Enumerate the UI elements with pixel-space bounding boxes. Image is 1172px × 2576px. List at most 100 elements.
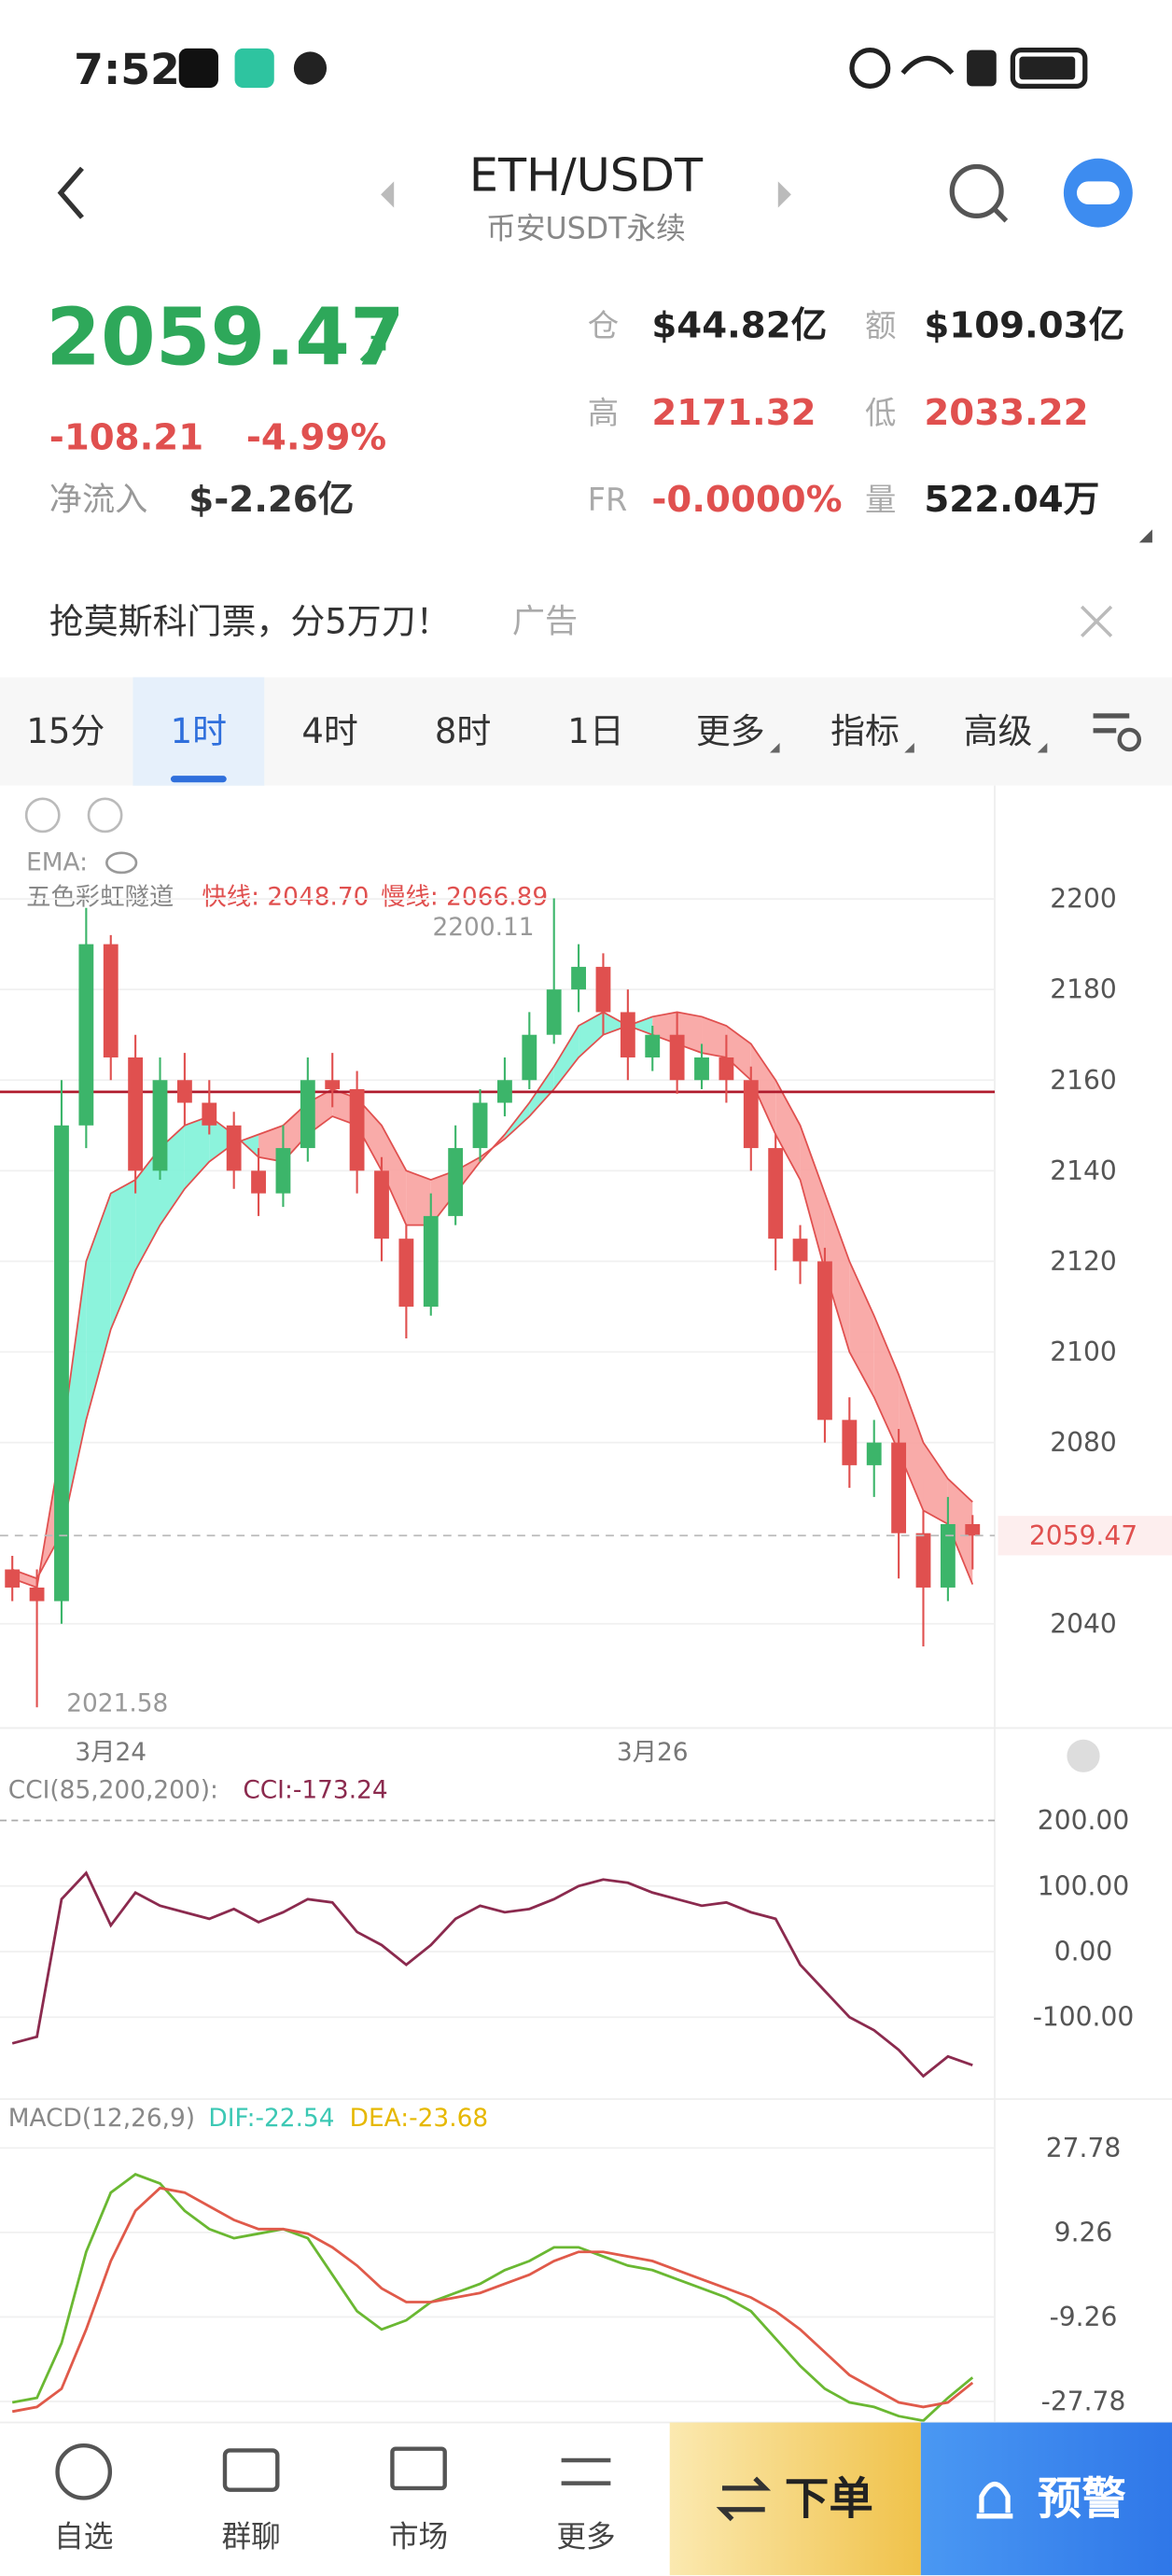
ema-ribbon (947, 1478, 973, 1585)
net-inflow: $-2.26亿 (188, 479, 354, 521)
app-icon (293, 51, 328, 85)
price-change: -108.21 (49, 416, 203, 458)
stat-label: 仓 (588, 308, 619, 344)
settings-icon[interactable] (1093, 713, 1130, 719)
x-tick-label: 3月24 (75, 1739, 146, 1767)
nav-label[interactable]: 自选 (54, 2521, 113, 2555)
y-tick-label: 2120 (1050, 1246, 1117, 1277)
candle-body (325, 1080, 341, 1089)
battery-level (1019, 56, 1076, 80)
fast-line-label: 快线: 2048.70 (202, 883, 369, 911)
tab-indicator (170, 776, 227, 783)
ema-ribbon (579, 1012, 604, 1057)
dif-value: DIF:-22.54 (208, 2105, 334, 2133)
slow-line-label: 慢线: 2066.89 (381, 883, 548, 911)
candle-body (940, 1523, 956, 1588)
ema-ribbon (873, 1315, 900, 1452)
chart-settings[interactable] (87, 797, 123, 833)
candle-body (78, 944, 94, 1126)
nav-icon (390, 2446, 447, 2491)
jump-latest[interactable] (1067, 1739, 1100, 1772)
y-tick-label: 2140 (1050, 1155, 1117, 1186)
candle-body (817, 1261, 832, 1421)
timeframe-tab[interactable]: 1日 (567, 711, 623, 751)
timeframe-tab[interactable]: 4时 (301, 711, 357, 751)
tabs: 15分 1时 4时 8时 1日 更多 指标 高级 (26, 711, 1048, 753)
tab-selected-bg (133, 677, 265, 786)
alert-button[interactable] (920, 2422, 1172, 2576)
status-time: 7:52 (74, 45, 180, 94)
x-tick-label: 3月26 (617, 1739, 689, 1767)
nav-label[interactable]: 群聊 (221, 2521, 280, 2555)
ad-close[interactable] (1081, 605, 1113, 637)
ad-banner[interactable] (0, 558, 1172, 678)
candle-body (842, 1420, 858, 1465)
next-pair[interactable] (777, 181, 791, 208)
ema-ribbon (406, 1170, 431, 1225)
timeframe-tab[interactable]: 1时 (171, 711, 227, 751)
stat-label: FR (588, 482, 627, 518)
candle-body (866, 1442, 882, 1465)
order-label: 下单 (785, 2474, 873, 2526)
y-tick-label: 2180 (1050, 974, 1117, 1005)
candle-body (571, 966, 586, 990)
search-button[interactable] (949, 163, 1004, 218)
candle-body (29, 1587, 45, 1602)
timeframe-tab[interactable]: 指标 (830, 711, 900, 751)
stat-value: 2171.32 (651, 392, 816, 434)
candle-body (546, 989, 562, 1035)
cci-value: CCI:-173.24 (243, 1776, 387, 1804)
app-icon (178, 48, 218, 89)
candle-body (595, 966, 611, 1013)
ema-ribbon (209, 1116, 234, 1162)
prev-pair[interactable] (381, 181, 395, 208)
ema-visibility[interactable] (105, 851, 138, 875)
nav-items: 自选 群聊 市场 更多 (54, 2521, 616, 2555)
alarm-icon (849, 47, 891, 89)
collapse-button[interactable] (24, 797, 61, 833)
candle-body (915, 1533, 931, 1588)
ema-ribbon (824, 1193, 850, 1352)
nav-icon (55, 2443, 113, 2500)
timeframe-tab[interactable]: 15分 (26, 711, 105, 751)
swap-icon (716, 2476, 772, 2522)
candle-body (472, 1102, 488, 1149)
ema-ribbon (553, 1026, 579, 1089)
y-tick-label: 2160 (1050, 1065, 1117, 1096)
stat-value: -0.0000% (651, 479, 842, 521)
search-handle (993, 207, 1009, 223)
ema-ribbon (86, 1193, 111, 1421)
nav-label[interactable]: 更多 (556, 2521, 615, 2555)
candle-body (719, 1057, 734, 1081)
indicator-line (11, 1870, 973, 2079)
timeframe-tab[interactable]: 更多 (696, 711, 765, 751)
nav-icon (222, 2448, 280, 2492)
order-button[interactable] (669, 2422, 921, 2576)
market-subtitle: 币安USDT永续 (486, 212, 686, 245)
candle-body (349, 1088, 365, 1171)
y-tick-label: -9.26 (1050, 2302, 1118, 2332)
dropdown-caret (904, 742, 914, 753)
alert-label: 预警 (1038, 2474, 1126, 2526)
candle-body (275, 1148, 291, 1194)
app-icon (234, 48, 274, 89)
ema-ribbon (775, 1080, 801, 1181)
timeframe-tab[interactable]: 高级 (964, 711, 1033, 751)
y-tick-label: 2040 (1050, 1608, 1117, 1639)
timeframe-tab[interactable]: 8时 (435, 711, 491, 751)
price-change-pct: -4.99% (246, 416, 386, 458)
y-tick-label: 100.00 (1038, 1870, 1129, 1901)
trend-arrow (359, 335, 386, 362)
y-tick-label: 9.26 (1054, 2217, 1113, 2247)
candle-body (448, 1148, 464, 1216)
sim-icon (967, 49, 997, 87)
nav-label[interactable]: 市场 (389, 2521, 448, 2555)
low-label: 2021.58 (66, 1690, 168, 1718)
y-tick-label: 0.00 (1054, 1936, 1113, 1967)
candle-body (669, 1034, 685, 1081)
y-tick-label: 2080 (1050, 1427, 1117, 1458)
wifi-icon (900, 55, 955, 76)
indicator-label: 五色彩虹隧道 (26, 883, 174, 911)
back-button[interactable] (57, 166, 84, 219)
